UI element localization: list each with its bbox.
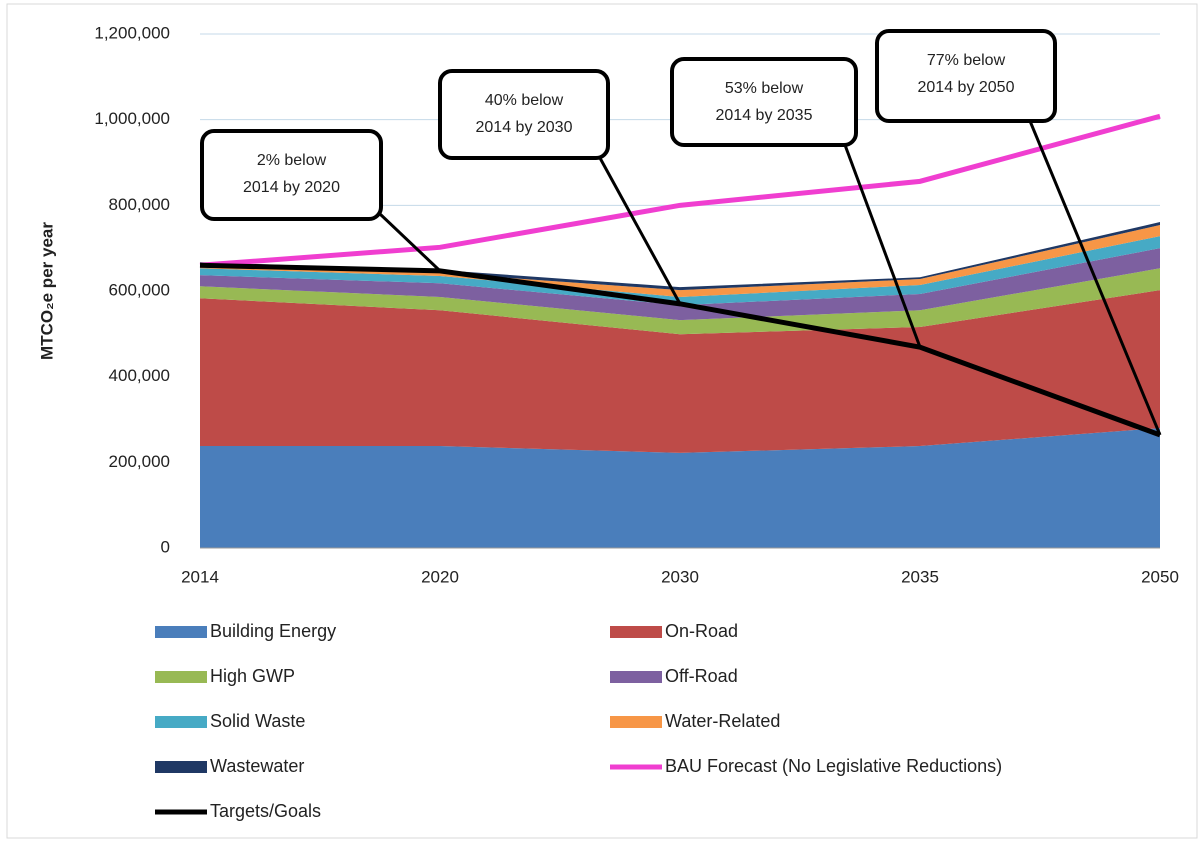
y-tick-label: 0 [161, 537, 170, 556]
y-tick-label: 1,200,000 [94, 23, 170, 42]
callout-box [875, 29, 1057, 123]
line [199, 113, 1161, 268]
area [200, 290, 1160, 453]
x-tick-label: 2050 [1141, 567, 1179, 586]
callout-pointer [1028, 120, 1162, 436]
callout-text: 2% below [257, 152, 327, 169]
legend-label: On-Road [665, 621, 738, 641]
legend-label: Water-Related [665, 711, 780, 731]
callout-box [200, 129, 383, 221]
chart-frame [6, 3, 1198, 839]
y-tick-label: 600,000 [109, 280, 170, 299]
legend-swatch [155, 716, 207, 728]
legend-swatch [155, 671, 207, 683]
callout-pointer [598, 157, 682, 305]
legend-label: Wastewater [210, 756, 304, 776]
legend-swatch [610, 626, 662, 638]
callout-text: 2014 by 2035 [716, 107, 813, 124]
legend-label: Solid Waste [210, 711, 305, 731]
callout-text: 40% below [485, 92, 564, 109]
legend-label: Off-Road [665, 666, 738, 686]
callout-box [670, 57, 858, 147]
legend-label: Targets/Goals [210, 801, 321, 821]
legend-swatch [610, 671, 662, 683]
legend-label: High GWP [210, 666, 295, 686]
legend-label: BAU Forecast (No Legislative Reductions) [665, 756, 1002, 776]
callout-text: 2014 by 2050 [918, 79, 1015, 96]
y-tick-label: 800,000 [109, 195, 170, 214]
x-tick-label: 2030 [661, 567, 699, 586]
x-tick-label: 2035 [901, 567, 939, 586]
area [200, 248, 1160, 321]
y-tick-label: 1,000,000 [94, 109, 170, 128]
callout-pointer [843, 144, 922, 348]
legend-swatch [155, 761, 207, 773]
callout-box [438, 69, 610, 160]
y-tick-label: 200,000 [109, 452, 170, 471]
area [200, 225, 1160, 297]
callout-text: 77% below [927, 52, 1006, 69]
area [200, 236, 1160, 306]
y-axis-label: MTCO₂e per year [37, 222, 56, 360]
area [200, 268, 1160, 335]
callout-text: 2014 by 2020 [243, 179, 340, 196]
callout-pointer [378, 212, 442, 272]
legend-label: Building Energy [210, 621, 336, 641]
x-tick-label: 2014 [181, 567, 219, 586]
legend-swatch [155, 626, 207, 638]
x-tick-label: 2020 [421, 567, 459, 586]
callout-text: 2014 by 2030 [476, 119, 573, 136]
callout-text: 53% below [725, 80, 804, 97]
y-tick-label: 400,000 [109, 366, 170, 385]
legend-swatch [610, 716, 662, 728]
area [200, 428, 1160, 548]
